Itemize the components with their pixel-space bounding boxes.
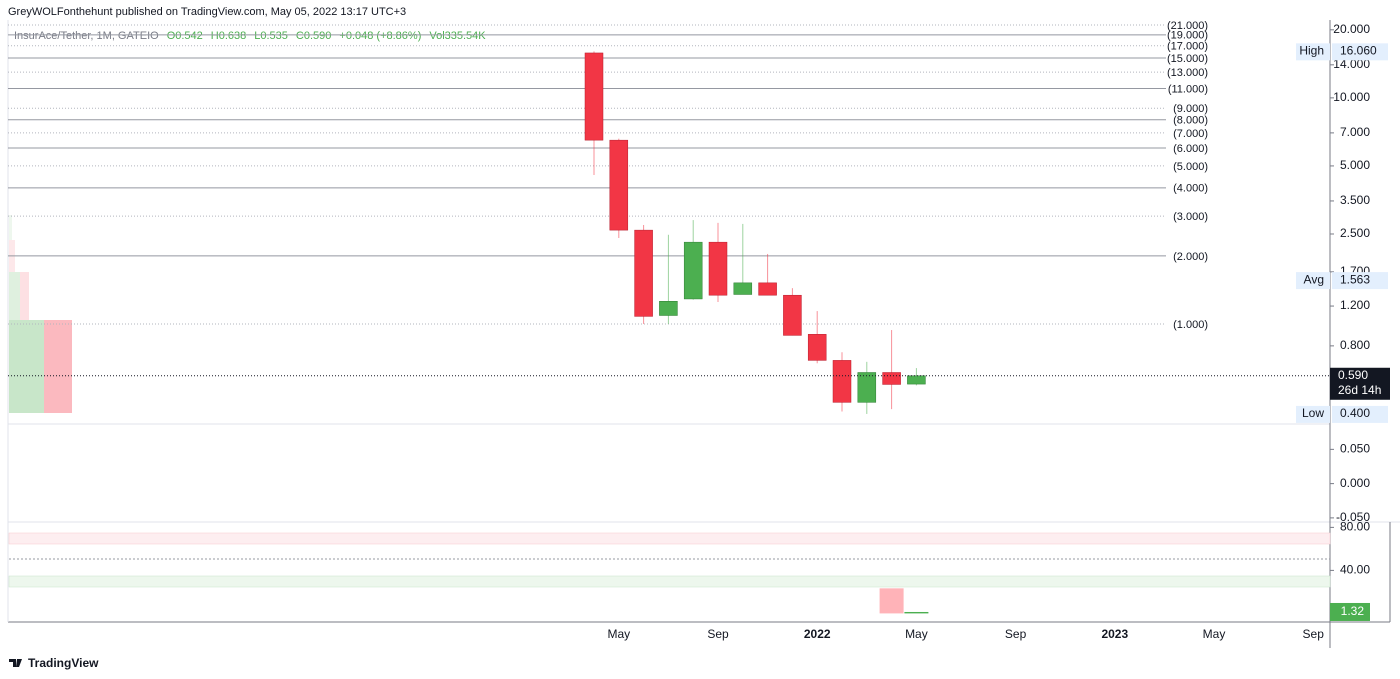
marker-name: Low bbox=[1302, 406, 1324, 420]
level-label: (1.000) bbox=[1173, 319, 1208, 331]
x-tick-label: Sep bbox=[1005, 627, 1027, 641]
x-tick-label: May bbox=[607, 627, 630, 641]
ohlc-value: O0.542 bbox=[167, 30, 203, 42]
x-tick-label: Sep bbox=[1303, 627, 1325, 641]
candle-body bbox=[783, 294, 802, 336]
indicator-bar bbox=[879, 588, 904, 614]
marker-name: High bbox=[1299, 44, 1324, 58]
y-tick-label: 3.500 bbox=[1340, 193, 1370, 207]
volume-profile bbox=[44, 320, 72, 413]
level-label: (15.000) bbox=[1167, 53, 1208, 65]
logo bbox=[9, 659, 22, 667]
countdown: 26d 14h bbox=[1338, 383, 1381, 397]
y-tick-label: 5.000 bbox=[1340, 158, 1370, 172]
candle-body bbox=[807, 334, 827, 361]
oversold-band bbox=[8, 575, 1331, 588]
candle-body bbox=[907, 375, 926, 385]
level-label: (5.000) bbox=[1173, 161, 1208, 173]
x-tick-label: 2022 bbox=[804, 627, 831, 641]
candle-body bbox=[733, 282, 753, 295]
brand: TradingView bbox=[28, 656, 99, 670]
level-label: (3.000) bbox=[1173, 211, 1208, 223]
overbought-band bbox=[8, 532, 1331, 545]
level-label: (11.000) bbox=[1168, 83, 1208, 95]
ohlc-value: Vol335.54K bbox=[429, 30, 486, 42]
x-tick-label: Sep bbox=[707, 627, 729, 641]
candle-body bbox=[832, 360, 852, 403]
candle-body bbox=[609, 139, 629, 231]
x-tick-label: May bbox=[905, 627, 928, 641]
level-label: (9.000) bbox=[1173, 103, 1208, 115]
y-tick-label: 40.00 bbox=[1340, 563, 1370, 577]
level-label: (19.000) bbox=[1167, 30, 1208, 42]
ohlc-value: L0.535 bbox=[254, 30, 288, 42]
marker-value-box bbox=[1332, 405, 1388, 423]
symbol-line: InsurAce/Tether, 1M, GATEIO O0.542 H0.638 L… bbox=[14, 30, 486, 42]
last-price-label: 0.590 bbox=[1338, 368, 1368, 382]
level-label: (13.000) bbox=[1167, 67, 1208, 79]
indicator-last-box bbox=[1330, 602, 1370, 621]
candle-body bbox=[758, 282, 777, 296]
marker-name-box bbox=[1296, 405, 1330, 423]
x-tick-label: 2023 bbox=[1101, 627, 1128, 641]
last-price-box bbox=[1330, 367, 1390, 400]
marker-value-box bbox=[1332, 43, 1388, 61]
y-tick-label: 10.000 bbox=[1333, 90, 1370, 104]
marker-value-box bbox=[1332, 272, 1388, 290]
ohlc-value: +0.048 (+8.86%) bbox=[339, 30, 421, 42]
ohlc-value: H0.638 bbox=[211, 30, 246, 42]
level-label: (4.000) bbox=[1173, 183, 1208, 195]
y-tick-label: 7.000 bbox=[1340, 125, 1370, 139]
level-label: (17.000) bbox=[1167, 41, 1208, 53]
marker-name-box bbox=[1296, 43, 1330, 61]
volume-profile bbox=[20, 272, 29, 320]
marker-value: 16.060 bbox=[1340, 44, 1377, 58]
marker-name-box bbox=[1296, 272, 1330, 290]
candle-body bbox=[683, 241, 703, 300]
volume-profile bbox=[9, 320, 44, 413]
marker-value: 1.563 bbox=[1340, 272, 1370, 286]
candle-body bbox=[857, 372, 877, 403]
level-label: (8.000) bbox=[1173, 115, 1208, 127]
candle-body bbox=[882, 372, 901, 385]
indicator-last-label: 1.32 bbox=[1341, 604, 1365, 618]
y-tick-label: -0.050 bbox=[1336, 510, 1370, 524]
y-tick-label: 80.00 bbox=[1340, 520, 1370, 534]
y-tick-label: 2.500 bbox=[1340, 226, 1370, 240]
y-tick-label: 1.200 bbox=[1340, 298, 1370, 312]
x-tick-label: May bbox=[1203, 627, 1226, 641]
candle-body bbox=[584, 52, 604, 141]
candle-body bbox=[659, 301, 678, 316]
indicator-bar bbox=[904, 611, 929, 614]
level-label: (21.000) bbox=[1167, 20, 1208, 32]
marker-name: Avg bbox=[1304, 272, 1324, 286]
symbol: InsurAce/Tether, 1M, GATEIO bbox=[14, 30, 159, 42]
marker-value: 0.400 bbox=[1340, 406, 1370, 420]
publisher: GreyWOLFonthehunt published on TradingVi… bbox=[8, 6, 406, 18]
y-tick-label: 14.000 bbox=[1333, 57, 1370, 71]
level-label: (2.000) bbox=[1173, 251, 1208, 263]
candle-body bbox=[708, 241, 728, 296]
y-tick-label: 0.800 bbox=[1340, 338, 1370, 352]
level-label: (6.000) bbox=[1173, 143, 1208, 155]
y-tick-label: 0.050 bbox=[1340, 442, 1370, 456]
y-tick-label: 0.000 bbox=[1340, 476, 1370, 490]
ohlc-value: C0.590 bbox=[296, 30, 331, 42]
candle-body bbox=[634, 229, 653, 317]
level-label: (7.000) bbox=[1173, 128, 1208, 140]
volume-profile bbox=[9, 272, 20, 320]
y-tick-label: 20.000 bbox=[1333, 22, 1370, 36]
